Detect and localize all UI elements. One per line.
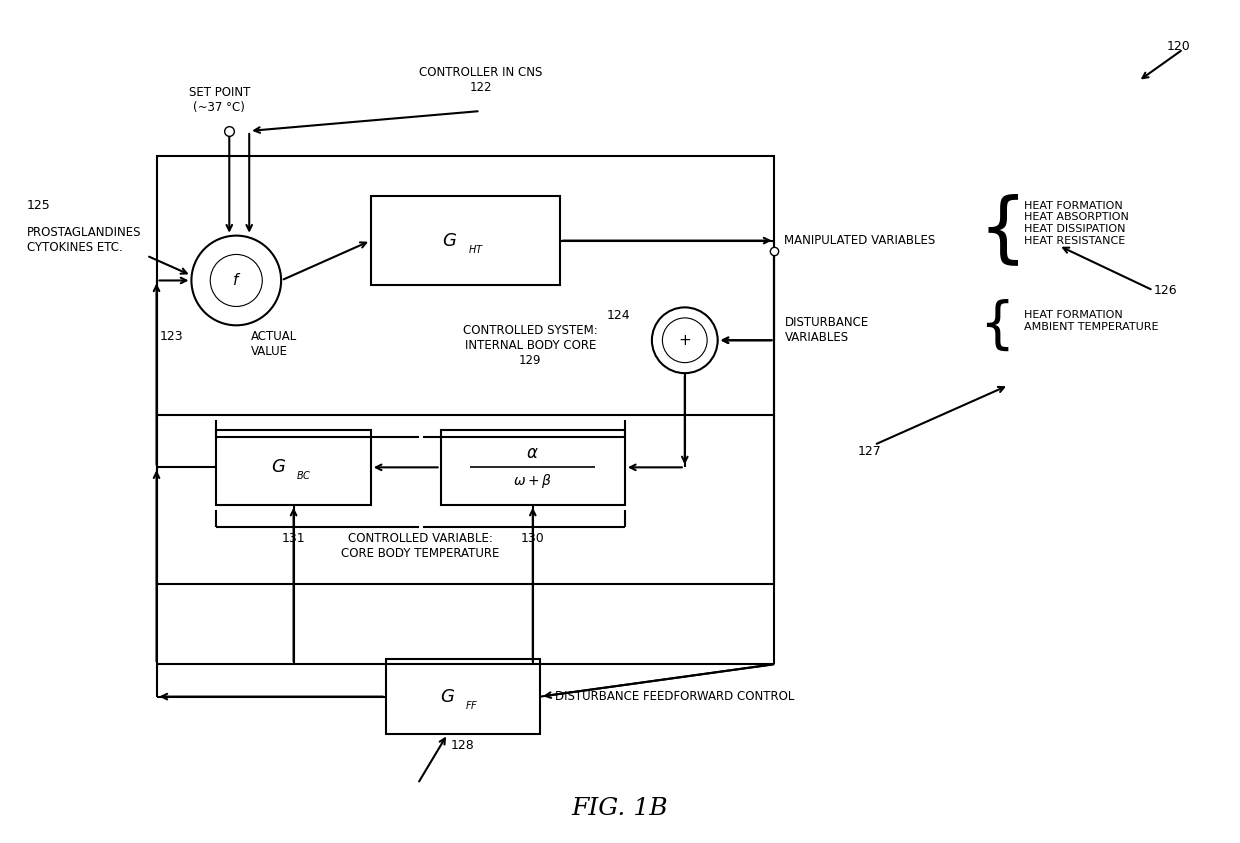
Text: $+$: $+$ — [678, 333, 692, 348]
Text: CONTROLLED SYSTEM:
INTERNAL BODY CORE
129: CONTROLLED SYSTEM: INTERNAL BODY CORE 12… — [463, 324, 598, 367]
Bar — [386, 659, 541, 734]
Bar — [371, 196, 560, 286]
Text: $G$: $G$ — [270, 459, 285, 476]
Text: 130: 130 — [521, 532, 544, 545]
Text: DISTURBANCE FEEDFORWARD CONTROL: DISTURBANCE FEEDFORWARD CONTROL — [556, 690, 795, 703]
Text: {: { — [978, 298, 1014, 352]
Circle shape — [652, 308, 718, 373]
Text: {: { — [978, 194, 1027, 267]
Text: 126: 126 — [1153, 284, 1177, 297]
Text: $\alpha$: $\alpha$ — [527, 445, 539, 462]
Bar — [216, 430, 371, 505]
Text: HEAT FORMATION
AMBIENT TEMPERATURE: HEAT FORMATION AMBIENT TEMPERATURE — [1024, 310, 1158, 332]
Text: 124: 124 — [606, 309, 630, 322]
Text: 120: 120 — [1167, 40, 1190, 53]
Text: SET POINT
(~37 °C): SET POINT (~37 °C) — [188, 86, 250, 114]
Text: 128: 128 — [451, 739, 475, 752]
Circle shape — [211, 255, 263, 307]
Circle shape — [191, 235, 281, 325]
Circle shape — [662, 318, 707, 362]
Text: PROSTAGLANDINES
CYTOKINES ETC.: PROSTAGLANDINES CYTOKINES ETC. — [27, 226, 141, 254]
Text: $_{FF}$: $_{FF}$ — [465, 697, 479, 711]
Text: 123: 123 — [160, 330, 184, 343]
Text: HEAT FORMATION
HEAT ABSORPTION
HEAT DISSIPATION
HEAT RESISTANCE: HEAT FORMATION HEAT ABSORPTION HEAT DISS… — [1024, 201, 1128, 245]
Text: CONTROLLER IN CNS
122: CONTROLLER IN CNS 122 — [419, 66, 542, 94]
Text: $G$: $G$ — [443, 232, 458, 250]
Text: 131: 131 — [281, 532, 305, 545]
Bar — [156, 156, 775, 584]
Text: ACTUAL
VALUE: ACTUAL VALUE — [252, 330, 298, 358]
Text: $_{BC}$: $_{BC}$ — [295, 469, 311, 482]
Text: $\omega + \beta$: $\omega + \beta$ — [513, 472, 552, 491]
Text: CONTROLLED VARIABLE:
CORE BODY TEMPERATURE: CONTROLLED VARIABLE: CORE BODY TEMPERATU… — [341, 532, 500, 560]
Text: FIG. 1B: FIG. 1B — [572, 797, 668, 820]
Text: MANIPULATED VARIABLES: MANIPULATED VARIABLES — [785, 234, 936, 247]
Text: 125: 125 — [27, 199, 51, 212]
Bar — [440, 430, 625, 505]
Text: $G$: $G$ — [440, 688, 455, 706]
Text: $_{HT}$: $_{HT}$ — [467, 242, 484, 255]
Text: 127: 127 — [857, 445, 882, 458]
Text: $f$: $f$ — [232, 272, 241, 288]
Text: DISTURBANCE
VARIABLES: DISTURBANCE VARIABLES — [785, 316, 869, 344]
